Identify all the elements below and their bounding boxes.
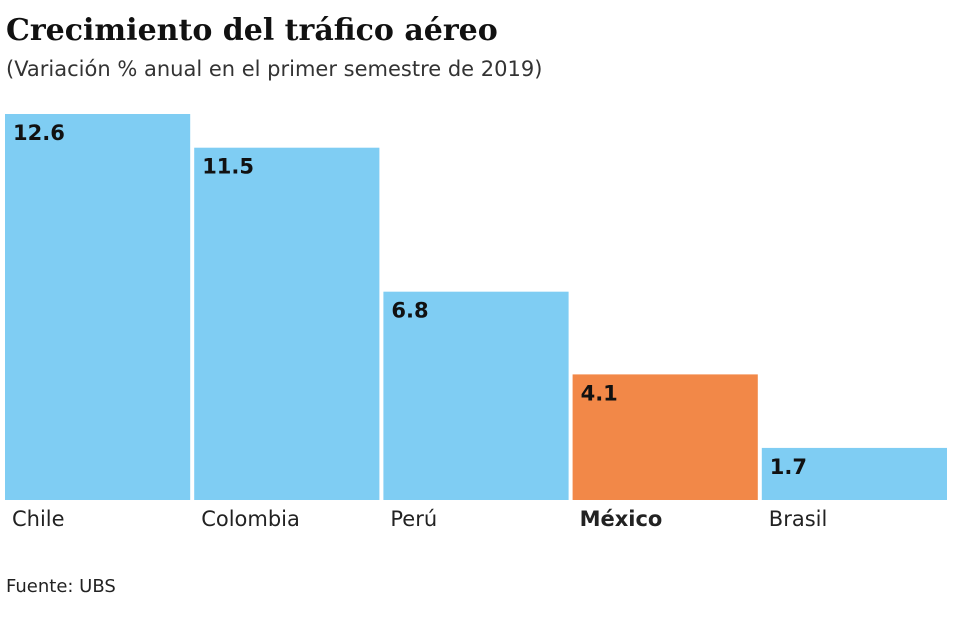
x-tick-label: Chile: [12, 507, 65, 531]
value-label: 4.1: [581, 381, 618, 405]
value-label: 1.7: [770, 455, 807, 479]
bar: [5, 114, 191, 500]
x-tick-label: Colombia: [201, 507, 300, 531]
value-label: 11.5: [202, 155, 254, 179]
x-tick-label: Brasil: [769, 507, 828, 531]
value-label: 12.6: [13, 121, 65, 145]
bar: [383, 291, 569, 500]
bar: [761, 447, 947, 500]
value-label: 6.8: [391, 299, 428, 323]
x-tick-label: México: [580, 507, 663, 531]
bar: [572, 374, 758, 500]
bar: [194, 147, 380, 500]
source: Fuente: UBS: [6, 576, 116, 597]
x-tick-label: Perú: [390, 507, 437, 531]
chart-title: Crecimiento del tráfico aéreo: [6, 13, 498, 48]
chart-subtitle: (Variación % anual en el primer semestre…: [6, 57, 542, 81]
